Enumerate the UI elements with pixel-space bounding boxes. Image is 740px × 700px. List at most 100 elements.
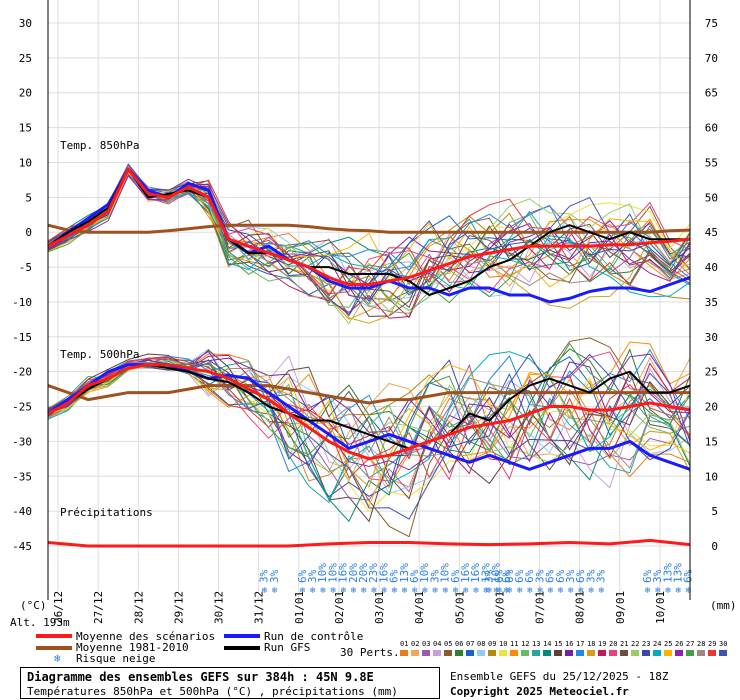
x-tick-label: 07/01: [534, 591, 547, 624]
pert-number: 25: [664, 640, 673, 648]
x-tick-label: 28/12: [132, 591, 145, 624]
right-tick-label: 45: [705, 226, 718, 239]
snow-risk-label: 6%: [449, 569, 462, 583]
t850-control-line: [47, 167, 691, 304]
snowflake-icon: ❄: [588, 586, 594, 596]
t850-clim-line: [47, 223, 691, 234]
snow-risk-label: 13%: [671, 563, 684, 583]
right-tick-label: 40: [705, 261, 718, 274]
precip-mean-line: [47, 538, 691, 548]
t500-member-line: [47, 362, 691, 500]
right-tick-label: 10: [705, 470, 718, 483]
snowflake-icon: ❄: [558, 586, 564, 596]
snowflake-icon: ❄: [665, 586, 671, 596]
t850-member-line: [47, 174, 691, 300]
snow-risk-label: 3%: [533, 569, 546, 583]
legend-perts-label: 30 Perts.: [340, 646, 400, 659]
snow-risk-label: 6%: [493, 569, 506, 583]
snowflake-icon: ❄: [494, 586, 500, 596]
snow-risk-label: 16%: [337, 563, 350, 583]
x-tick-label: 27/12: [92, 591, 105, 624]
left-tick-label: 30: [19, 17, 32, 30]
legend-control-run: Run de contrôle: [264, 630, 364, 643]
snowflake-icon: ❄: [473, 586, 479, 596]
snowflake-icon: ❄: [330, 586, 336, 596]
left-tick-label: -25: [12, 401, 32, 414]
snowflake-icon: ❄: [443, 586, 449, 596]
pert-color-swatch: [686, 650, 694, 656]
pert-number: 20: [609, 640, 618, 648]
pert-color-swatch: [587, 650, 595, 656]
snowflake-icon: ❄: [453, 586, 459, 596]
pert-color-swatch: [697, 650, 705, 656]
t500-member-line: [47, 351, 691, 482]
pert-color-swatch: [400, 650, 408, 656]
pert-color-swatch: [719, 650, 727, 656]
right-tick-label: 50: [705, 191, 718, 204]
pert-number: 26: [675, 640, 684, 648]
pert-number: 10: [499, 640, 508, 648]
x-tick-label: 30/12: [213, 591, 226, 624]
snow-risk-label: 23%: [367, 563, 380, 583]
snowflake-icon: ❄: [507, 586, 513, 596]
legend-swatch-mean: [36, 634, 72, 638]
x-tick-label: 31/12: [253, 591, 266, 624]
legend-gfs-run: Run GFS: [264, 641, 311, 654]
title-box: Diagramme des ensembles GEFS sur 384h : …: [20, 667, 440, 699]
left-tick-label: 15: [19, 122, 32, 135]
snow-risk-label: 3%: [428, 569, 441, 583]
legend-swatch-control: [224, 634, 260, 638]
left-axis-ticks: 30 25 20 15 10 5 0 -5 -10 -15 -20 -25 -30 -35 -40 -45: [12, 17, 32, 553]
legend-swatch-gfs: [224, 646, 260, 650]
x-tick-label: 01/01: [293, 591, 306, 624]
snow-risk-label: 6%: [641, 569, 654, 583]
altitude-label: Alt. 193m: [10, 616, 70, 629]
snow-risk-label: 10%: [418, 563, 431, 583]
pert-color-swatch: [708, 650, 716, 656]
pert-color-swatch: [411, 650, 419, 656]
left-tick-label: -10: [12, 296, 32, 309]
snow-risk-label: 13%: [661, 563, 674, 583]
snowflake-icon: ❄: [483, 586, 489, 596]
snow-risk-label: 3%: [584, 569, 597, 583]
pert-number: 18: [587, 640, 596, 648]
left-tick-label: -30: [12, 435, 32, 448]
snow-risk-label: 16%: [469, 563, 482, 583]
snow-risk-label: 3%: [268, 569, 281, 583]
snow-risk-label: 6%: [554, 569, 567, 583]
snow-risk-label: 13%: [479, 563, 492, 583]
pert-color-swatch: [477, 650, 485, 656]
right-tick-label: 60: [705, 122, 718, 135]
pert-number: 06: [455, 640, 464, 648]
left-tick-label: -35: [12, 470, 32, 483]
right-tick-label: 65: [705, 87, 718, 100]
snow-risk-label: 6%: [500, 569, 513, 583]
snowflake-icon: ❄: [422, 586, 428, 596]
snowflake-icon: ❄: [548, 586, 554, 596]
snowflake-icon: ❄: [272, 586, 278, 596]
left-tick-label: 20: [19, 87, 32, 100]
right-tick-label: 75: [705, 17, 718, 30]
pert-color-swatch: [675, 650, 683, 656]
pert-color-swatch: [609, 650, 617, 656]
legend-snow-risk: Risque neige: [76, 652, 156, 665]
right-tick-label: 70: [705, 52, 718, 65]
t850-member-line: [47, 166, 691, 314]
pert-number: 13: [532, 640, 541, 648]
snowflake-icon: ❄: [675, 586, 681, 596]
snowflake-icon: ❄: [486, 586, 492, 596]
x-tick-label: 10/01: [654, 591, 667, 624]
snow-risk-label: 3%: [258, 569, 271, 583]
snowflake-icon: ❄: [361, 586, 367, 596]
run-info: Ensemble GEFS du 25/12/2025 - 18Z: [450, 670, 669, 683]
right-tick-label: 25: [705, 366, 718, 379]
x-axis-ticks: 26/12 27/12 28/12 29/12 30/12 31/12 01/01 02/01…: [52, 591, 667, 624]
pert-number: 27: [686, 640, 695, 648]
chart-subtitle: Températures 850hPa et 500hPa (°C) , pré…: [27, 685, 398, 698]
pert-number: 03: [422, 640, 431, 648]
x-tick-label: 29/12: [172, 591, 185, 624]
pert-color-swatch: [433, 650, 441, 656]
snowflake-icon: ❄: [371, 586, 377, 596]
t500-panel-label: Temp. 500hPa: [60, 348, 139, 361]
